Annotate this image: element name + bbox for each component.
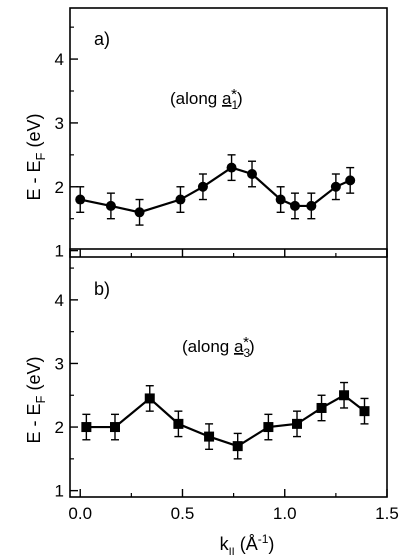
data-point bbox=[292, 418, 303, 429]
y-tick-label: 4 bbox=[55, 50, 64, 69]
data-point bbox=[345, 175, 356, 186]
y-tick-label: 1 bbox=[55, 242, 64, 261]
x-tick-label: 0.5 bbox=[171, 504, 195, 523]
x-axis-label: kII (Å-1) bbox=[220, 532, 275, 557]
data-point bbox=[81, 422, 92, 433]
panel-a-frame bbox=[69, 7, 388, 258]
data-point bbox=[275, 194, 286, 205]
data-point bbox=[134, 207, 145, 218]
panel-a: E - EF (eV) 1 2 3 4 a) (along a1*) bbox=[24, 7, 388, 261]
x-tick-label: 1.0 bbox=[273, 504, 297, 523]
y-tick-label: 2 bbox=[55, 418, 64, 437]
data-point bbox=[144, 393, 155, 404]
data-point bbox=[316, 402, 327, 413]
y-tick-label: 4 bbox=[55, 291, 64, 310]
panel-b-frame bbox=[69, 248, 388, 498]
data-point bbox=[109, 422, 120, 433]
data-point bbox=[75, 194, 86, 205]
y-tick-label: 3 bbox=[55, 354, 64, 373]
panel-b: E - EF (eV) kII (Å-1) 1 2 3 4 0.0 0.5 1.0 1.5 b)… bbox=[24, 248, 399, 557]
y-tick-label: 1 bbox=[55, 482, 64, 501]
data-point bbox=[263, 422, 274, 433]
panel-annotation: (along a3*) bbox=[182, 334, 255, 360]
data-point bbox=[339, 390, 350, 401]
panel-b-ylabel: E - EF (eV) bbox=[24, 357, 48, 444]
panel-a-ylabel: E - EF (eV) bbox=[24, 114, 48, 201]
panel-annotation: (along a1*) bbox=[170, 86, 243, 112]
x-tick-label: 1.5 bbox=[375, 504, 399, 523]
y-tick-label: 2 bbox=[55, 178, 64, 197]
data-point bbox=[175, 194, 186, 205]
panel-label: a) bbox=[94, 29, 110, 49]
data-point bbox=[359, 406, 370, 417]
data-point bbox=[173, 418, 184, 429]
data-point bbox=[247, 169, 258, 179]
y-tick-label: 3 bbox=[55, 114, 64, 133]
data-point bbox=[289, 200, 300, 211]
data-point bbox=[306, 200, 317, 211]
data-point bbox=[204, 431, 215, 442]
data-point bbox=[197, 181, 208, 192]
data-point bbox=[330, 181, 341, 192]
data-point bbox=[232, 441, 243, 452]
data-point bbox=[226, 162, 237, 173]
x-tick-label: 0.0 bbox=[68, 504, 92, 523]
panel-label: b) bbox=[94, 279, 110, 299]
data-point bbox=[105, 200, 116, 211]
